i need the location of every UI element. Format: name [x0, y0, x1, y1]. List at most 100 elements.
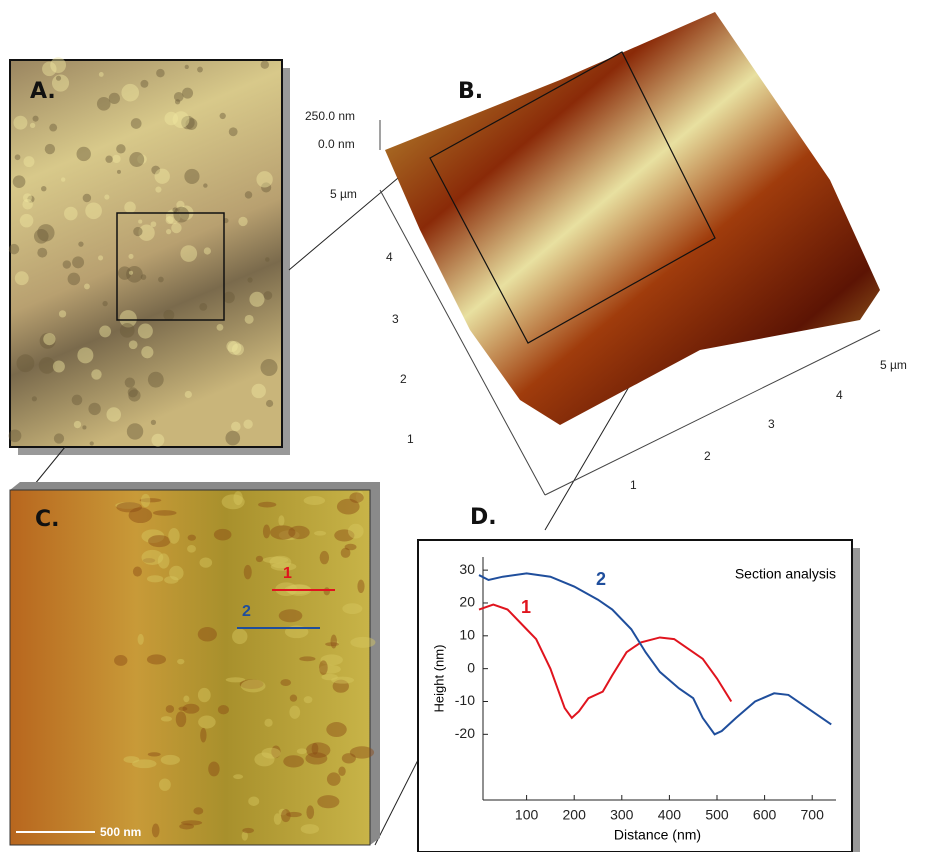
speck [171, 223, 181, 233]
speck [133, 566, 142, 576]
speck [61, 177, 65, 181]
speck [304, 496, 325, 505]
speck [177, 659, 184, 664]
speck [33, 116, 39, 122]
speck [112, 155, 120, 163]
speck [266, 400, 273, 407]
x-tick-label: 200 [563, 807, 587, 823]
afm-image [10, 490, 370, 845]
speck [77, 147, 91, 161]
speck [56, 76, 61, 81]
annotation: Section analysis [735, 566, 836, 582]
speck [147, 575, 163, 582]
speck [126, 266, 143, 283]
speck [82, 425, 86, 429]
section-label: 2 [242, 603, 251, 620]
speck [198, 716, 216, 729]
speck [90, 441, 94, 445]
speck [348, 524, 364, 539]
speck [131, 118, 142, 129]
axis-label: 2 [704, 449, 711, 463]
speck [141, 346, 153, 358]
speck [208, 761, 219, 776]
speck [124, 202, 136, 214]
speck [99, 326, 111, 338]
speck [317, 795, 339, 808]
speck [187, 545, 196, 553]
speck [128, 387, 138, 397]
speck [314, 531, 326, 536]
x-tick-label: 700 [801, 807, 825, 823]
speck [233, 491, 242, 505]
speck [233, 774, 243, 779]
x-tick-label: 100 [515, 807, 539, 823]
y-tick-label: -10 [455, 692, 475, 708]
speck [78, 242, 83, 247]
speck [156, 69, 165, 78]
speck [15, 154, 21, 160]
speck [106, 407, 121, 422]
y-tick-label: -20 [455, 725, 475, 741]
speck [193, 807, 203, 814]
speck [179, 823, 194, 829]
axis-label: 3 [768, 417, 775, 431]
speck [117, 170, 121, 174]
speck [286, 812, 302, 817]
speck [262, 748, 281, 759]
speck [148, 535, 170, 547]
speck [198, 627, 217, 641]
section-label: 1 [283, 565, 292, 582]
speck [342, 603, 362, 614]
speck [133, 227, 142, 236]
speck [249, 292, 264, 307]
speck [185, 65, 189, 69]
y-tick-label: 20 [459, 594, 475, 610]
speck [289, 706, 300, 719]
speck [53, 360, 65, 372]
speck [13, 175, 26, 188]
speck [173, 111, 190, 128]
axis-label: 5 µm [880, 358, 907, 372]
speck [129, 340, 138, 349]
speck [242, 828, 254, 833]
speck [158, 553, 170, 568]
speck [102, 301, 107, 306]
series-label: 1 [521, 597, 531, 617]
speck [161, 716, 172, 721]
panel-label: C. [35, 507, 60, 532]
speck [63, 260, 71, 268]
speck [41, 186, 46, 191]
speck [338, 766, 345, 776]
y-tick-label: 0 [467, 659, 475, 675]
panel-label: A. [30, 79, 56, 104]
speck [129, 271, 133, 275]
speck [141, 494, 150, 507]
speck [248, 796, 259, 805]
speck [129, 152, 144, 167]
axis-label: 4 [836, 388, 843, 402]
speck [251, 384, 265, 398]
speck [229, 127, 238, 136]
speck [256, 556, 263, 562]
speck [297, 748, 307, 754]
speck [85, 202, 102, 219]
speck [158, 277, 164, 283]
speck [180, 245, 197, 262]
speck [148, 372, 164, 388]
speck [238, 217, 247, 226]
speck [109, 93, 120, 104]
speck [225, 431, 240, 446]
speck [59, 310, 66, 317]
axis-label: 4 [386, 250, 393, 264]
speck [128, 254, 133, 259]
speck [129, 507, 153, 523]
speck [138, 324, 153, 339]
speck [98, 255, 103, 260]
speck [37, 248, 47, 258]
speck [326, 722, 346, 737]
speck [327, 772, 341, 785]
speck [155, 169, 170, 184]
axis-label: 1 [407, 432, 414, 446]
speck [64, 207, 78, 221]
speck [32, 396, 37, 401]
